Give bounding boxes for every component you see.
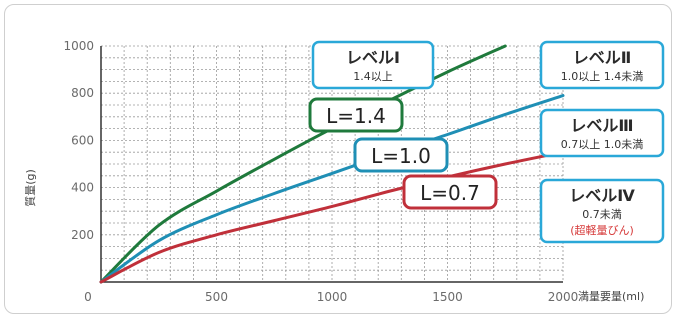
level-box-3: レベルⅢ 0.7以上 1.0未満 xyxy=(539,108,665,158)
x-tick-label: 500 xyxy=(205,290,228,304)
level-2-title: レベルⅡ xyxy=(573,48,632,67)
chart-frame xyxy=(4,4,672,314)
series-label-l07-text: L=0.7 xyxy=(420,181,480,205)
series-line-2 xyxy=(99,150,565,284)
level-3-desc: 0.7以上 1.0未満 xyxy=(561,138,643,151)
series-line-0 xyxy=(99,44,507,284)
tick-labels: 0 500 1000 1500 2000 200 400 600 800 1000 xyxy=(63,39,578,304)
y-axis-label: 質量(g) xyxy=(23,169,37,207)
level-box-2: レベルⅡ 1.0以上 1.4未満 xyxy=(539,40,665,90)
y-tick-label: 600 xyxy=(71,133,94,147)
x-tick-label: 2000 xyxy=(548,290,579,304)
level-2-desc: 1.0以上 1.4未満 xyxy=(561,70,643,83)
series-label-l10: L=1.0 xyxy=(353,137,449,173)
grid xyxy=(101,45,564,282)
level-4-title: レベルⅣ xyxy=(569,186,635,205)
level-box-1: レベルⅠ 1.4以上 xyxy=(311,40,435,90)
level-4-note: (超軽量びん) xyxy=(570,223,634,237)
axes xyxy=(100,46,563,283)
series-label-l07: L=0.7 xyxy=(402,174,498,210)
series-lines xyxy=(99,44,565,284)
series-label-l14-text: L=1.4 xyxy=(326,104,386,128)
level-4-desc: 0.7未満 xyxy=(582,208,622,221)
x-tick-label: 1500 xyxy=(432,290,463,304)
series-label-l14: L=1.4 xyxy=(308,97,404,133)
level-3-title: レベルⅢ xyxy=(570,116,633,135)
x-axis-label: 満量要量(ml) xyxy=(578,290,644,303)
series-line-1 xyxy=(99,94,565,284)
level-1-title: レベルⅠ xyxy=(346,48,400,67)
x-tick-label: 0 xyxy=(84,290,92,304)
level-box-4: レベルⅣ 0.7未満 (超軽量びん) xyxy=(539,178,665,244)
y-tick-label: 800 xyxy=(71,86,94,100)
level-1-desc: 1.4以上 xyxy=(353,70,393,83)
series-label-l10-text: L=1.0 xyxy=(371,144,431,168)
y-tick-label: 1000 xyxy=(63,39,94,53)
y-tick-label: 400 xyxy=(71,181,94,195)
x-tick-label: 1000 xyxy=(317,290,348,304)
y-tick-label: 200 xyxy=(71,228,94,242)
